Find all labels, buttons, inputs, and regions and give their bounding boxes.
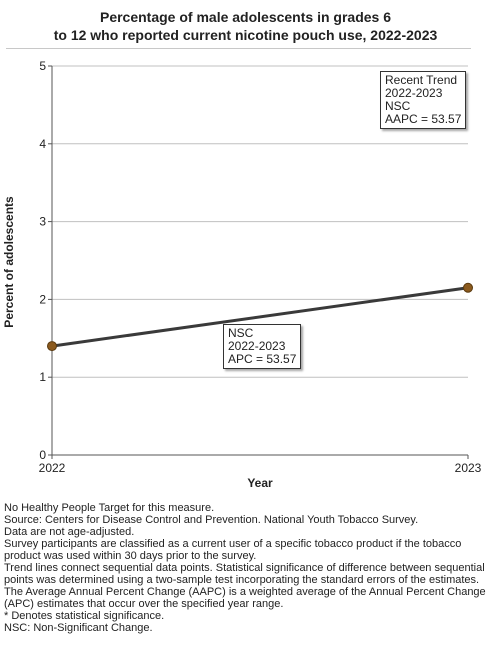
segment-significance: NSC	[228, 326, 254, 340]
x-tick-labels: 2022 2023	[39, 455, 482, 475]
data-point-2023[interactable]	[463, 282, 473, 293]
note-aapc: The Average Annual Percent Change (AAPC)…	[4, 586, 486, 610]
chart-notes: No Healthy People Target for this measur…	[4, 502, 490, 634]
y-tick-label-2: 2	[39, 292, 46, 306]
y-tick-label-3: 3	[39, 215, 46, 229]
chart-title-line-1: Percentage of male adolescents in grades…	[99, 9, 391, 25]
note-age-adjust: Data are not age-adjusted.	[4, 526, 135, 538]
note-target: No Healthy People Target for this measur…	[4, 502, 215, 514]
recent-trend-significance: NSC	[385, 99, 411, 113]
gridlines	[52, 65, 468, 378]
recent-trend-range: 2022-2023	[385, 86, 443, 100]
y-tick-label-0: 0	[39, 448, 46, 462]
recent-trend-label: Recent Trend	[385, 73, 458, 87]
recent-trend-aapc: AAPC = 53.57	[385, 112, 462, 126]
note-classification: Survey participants are classified as a …	[4, 538, 462, 562]
x-tick-label-0: 2022	[39, 461, 66, 475]
chart-title-line-2: to 12 who reported current nicotine pouc…	[53, 27, 438, 43]
segment-annotation: NSC 2022-2023 APC = 53.57	[223, 324, 302, 369]
title-divider	[6, 48, 471, 49]
x-axis-title: Year	[247, 476, 273, 490]
y-tick-labels: 0 1 2 3 4 5	[39, 59, 52, 462]
note-source: Source: Centers for Disease Control and …	[4, 514, 419, 526]
y-axis-title: Percent of adolescents	[2, 196, 16, 328]
y-tick-label-1: 1	[39, 370, 46, 384]
data-point-2022[interactable]	[47, 341, 57, 352]
segment-apc: APC = 53.57	[228, 352, 297, 366]
segment-range: 2022-2023	[228, 339, 286, 353]
y-tick-label-5: 5	[39, 59, 46, 73]
line-chart: 0 1 2 3 4 5 2022 2023 Percent of adolescents Y…	[2, 59, 482, 490]
recent-trend-annotation: Recent Trend 2022-2023 NSC AAPC = 53.57	[380, 71, 467, 129]
chart-title: Percentage of male adolescents in grades…	[0, 8, 491, 44]
x-tick-label-1: 2023	[455, 461, 482, 475]
series-group	[47, 282, 473, 352]
note-significance: * Denotes statistical significance.	[4, 610, 165, 622]
note-trend-lines: Trend lines connect sequential data poin…	[4, 562, 485, 586]
y-tick-label-4: 4	[39, 137, 46, 151]
note-nsc: NSC: Non-Significant Change.	[4, 622, 153, 634]
series-line-0	[51, 286, 469, 348]
